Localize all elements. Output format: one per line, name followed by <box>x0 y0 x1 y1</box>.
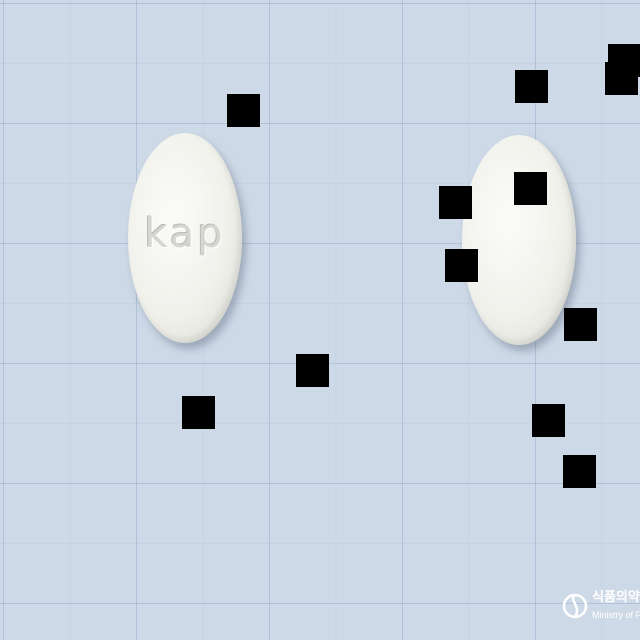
occlusion-square <box>182 396 215 429</box>
occlusion-square <box>532 404 565 437</box>
occlusion-square <box>445 249 478 282</box>
occlusion-square <box>563 455 596 488</box>
occlusion-square <box>515 70 548 103</box>
occlusion-square <box>296 354 329 387</box>
pill-imprint: kap <box>144 211 226 257</box>
ministry-name-english: Ministry of Food <box>592 610 640 620</box>
ministry-logo-watermark: 식품의약품 Ministry of Food <box>562 584 640 634</box>
ministry-name-korean: 식품의약품 <box>592 589 640 604</box>
pill-tablet-left: kap <box>128 133 242 343</box>
occlusion-square <box>227 94 260 127</box>
ministry-emblem-icon <box>562 593 588 619</box>
occlusion-square <box>439 186 472 219</box>
occlusion-square <box>564 308 597 341</box>
occlusion-square <box>605 62 638 95</box>
occlusion-square <box>514 172 547 205</box>
pill-tablet-right <box>462 135 576 345</box>
